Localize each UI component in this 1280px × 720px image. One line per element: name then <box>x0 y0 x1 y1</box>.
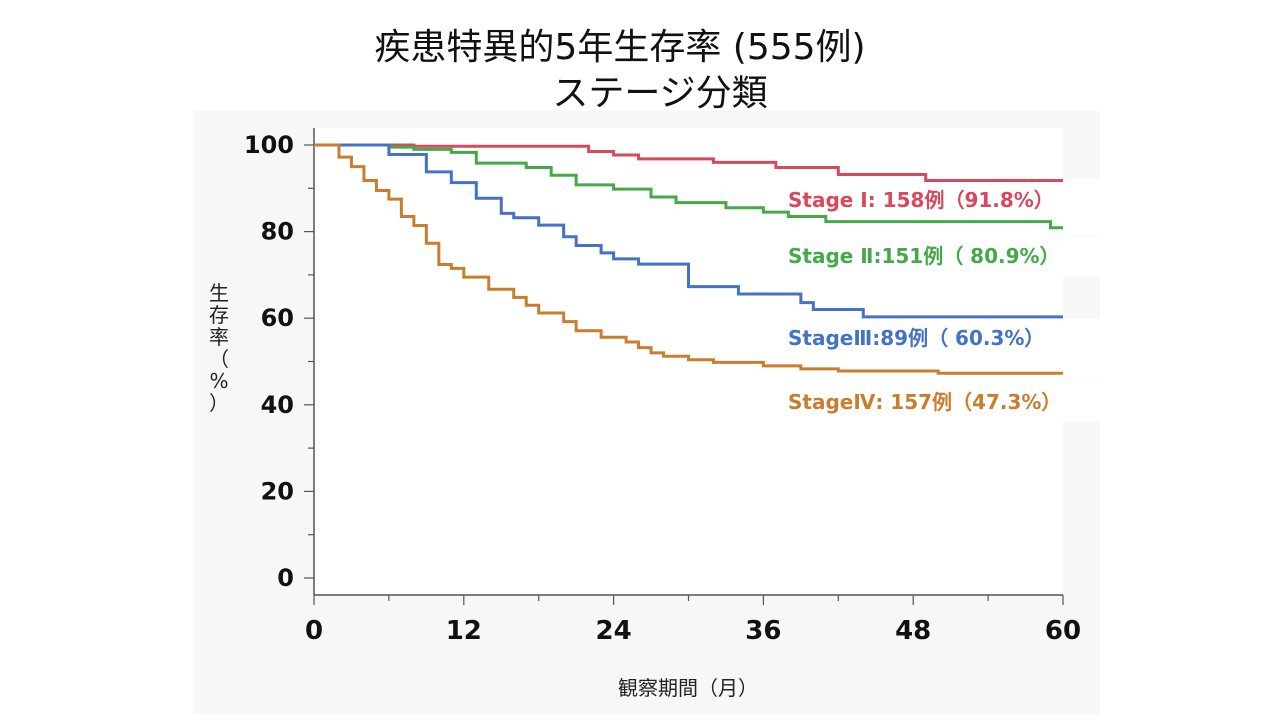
y-tick-label: 20 <box>261 477 294 505</box>
series-labels: Stage Ⅰ: 158例（91.8%） Stage Ⅱ:151例（ 80.9%）… <box>788 178 1100 422</box>
series-line-1 <box>314 143 1063 183</box>
y-axis-title-char: 生 <box>209 281 229 305</box>
series-lines <box>314 143 1063 375</box>
y-axis-title-char: （ <box>209 347 229 371</box>
y-axis-title-char: 率 <box>209 325 229 349</box>
y-axis-title-char: 存 <box>209 303 229 327</box>
chart-title: 疾患特異的5年生存率 (555例) <box>374 27 866 68</box>
y-tick-label: 40 <box>261 391 294 419</box>
chart-subtitle: ステージ分類 <box>552 73 768 114</box>
series-line-4 <box>314 143 1063 375</box>
x-tick-label: 12 <box>446 616 482 646</box>
x-tick-label: 36 <box>745 616 781 646</box>
series-label-4: StageⅣ: 157例（47.3%） <box>788 390 1061 414</box>
y-tick-label: 100 <box>244 131 294 159</box>
x-tick-label: 48 <box>895 616 931 646</box>
series-label-3: StageⅢ:89例（ 60.3%） <box>788 326 1044 350</box>
label-background <box>1063 383 1100 422</box>
y-axis-title-char: ） <box>209 391 229 415</box>
y-axis-title-char: % <box>209 369 228 393</box>
series-label-2: Stage Ⅱ:151例（ 80.9%） <box>788 244 1060 268</box>
series-line-2 <box>314 143 1063 230</box>
axes: 0 20 40 60 80 100 0 12 24 36 48 60 観察期間（月） 生存率（%） <box>209 128 1081 700</box>
label-background <box>1063 237 1100 276</box>
x-axis-title: 観察期間（月） <box>618 676 758 700</box>
series-line-3 <box>314 143 1063 319</box>
x-tick-label: 0 <box>305 616 323 646</box>
x-tick-label: 24 <box>596 616 632 646</box>
y-tick-label: 0 <box>277 564 294 592</box>
series-label-1: Stage Ⅰ: 158例（91.8%） <box>788 188 1054 212</box>
y-tick-label: 60 <box>261 304 294 332</box>
y-tick-label: 80 <box>261 218 294 246</box>
label-background <box>1063 318 1100 382</box>
label-background <box>1063 178 1100 236</box>
x-tick-label: 60 <box>1045 616 1081 646</box>
